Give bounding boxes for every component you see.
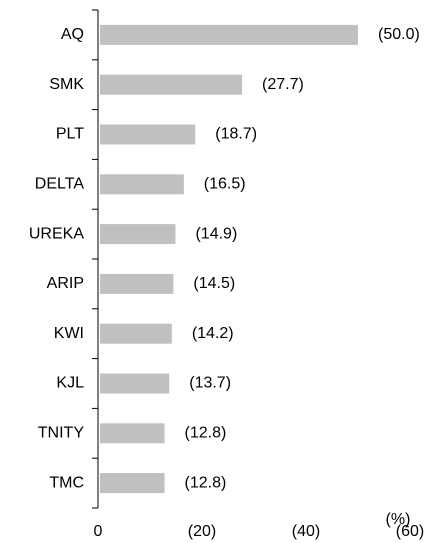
- bar: [100, 224, 176, 245]
- y-tick-label: DELTA: [35, 176, 85, 193]
- data-label: (16.5): [204, 176, 246, 193]
- x-tick-label: (40): [292, 523, 320, 540]
- bar: [100, 24, 358, 45]
- data-label: (14.5): [193, 275, 235, 292]
- bar: [100, 323, 172, 344]
- y-tick-label: TNITY: [38, 425, 85, 442]
- y-tick-label: KWI: [54, 325, 84, 342]
- y-tick-label: AQ: [61, 26, 84, 43]
- unit-label: (%): [386, 511, 411, 528]
- bar: [100, 423, 165, 444]
- y-tick-label: PLT: [56, 126, 84, 143]
- bar: [100, 174, 184, 195]
- x-tick-label: 0: [94, 523, 103, 540]
- data-label: (14.9): [195, 225, 237, 242]
- y-tick-label: ARIP: [47, 275, 84, 292]
- x-tick-label: (20): [188, 523, 216, 540]
- bar: [100, 273, 174, 294]
- y-tick-label: UREKA: [29, 225, 84, 242]
- bar: [100, 124, 196, 145]
- data-label: (18.7): [215, 126, 257, 143]
- data-label: (13.7): [189, 375, 231, 392]
- bar: [100, 373, 170, 394]
- bar: [100, 74, 243, 95]
- data-label: (14.2): [192, 325, 234, 342]
- data-label: (27.7): [262, 76, 304, 93]
- bar: [100, 473, 165, 494]
- data-label: (12.8): [185, 425, 227, 442]
- y-tick-label: TMC: [49, 474, 84, 491]
- y-tick-label: KJL: [56, 375, 84, 392]
- x-tick-label: (60): [396, 523, 424, 540]
- data-label: (50.0): [378, 26, 420, 43]
- data-label: (12.8): [185, 474, 227, 491]
- y-tick-label: SMK: [49, 76, 84, 93]
